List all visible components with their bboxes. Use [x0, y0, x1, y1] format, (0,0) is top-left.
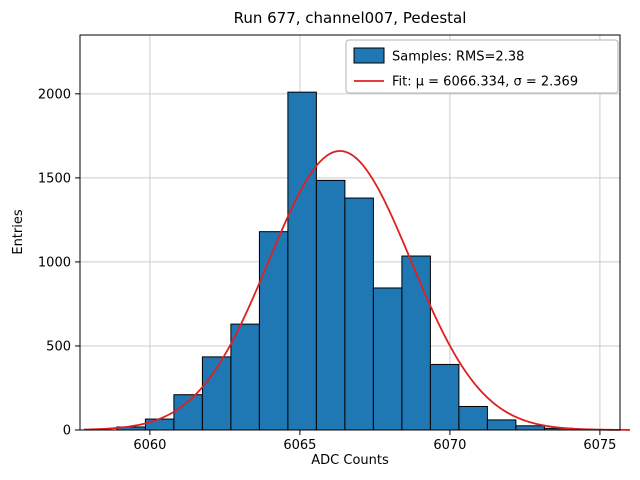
histogram-bar: [230, 323, 260, 431]
gaussian-fit-curve: [83, 150, 630, 431]
legend-samples-swatch: [353, 47, 385, 64]
x-axis-ticks: 6060 6065 6070 6075: [133, 430, 616, 453]
histogram-bar: [173, 394, 203, 431]
x-axis-label: ADC Counts: [311, 453, 389, 468]
histogram-bar: [287, 91, 317, 431]
x-tick-label: 6070: [433, 438, 466, 453]
y-axis-label: Entries: [11, 209, 26, 255]
y-tick-label: 0: [63, 424, 71, 439]
histogram-bar: [258, 231, 289, 431]
x-tick-label: 6075: [583, 438, 616, 453]
y-tick-label: 2000: [38, 87, 71, 102]
axes-frame: [79, 34, 621, 431]
chart-title: Run 677, channel007, Pedestal: [234, 9, 467, 27]
y-tick-label: 1000: [38, 255, 71, 270]
legend-fit-label: Fit: μ = 6066.334, σ = 2.369: [392, 75, 578, 90]
histogram-bar: [372, 287, 403, 431]
legend-box: [345, 39, 619, 94]
histogram-bar: [401, 255, 431, 431]
histogram-bar: [486, 419, 517, 431]
histogram-bars: [116, 91, 574, 431]
histogram-bar: [458, 405, 488, 431]
y-tick-label: 1500: [38, 171, 71, 186]
x-tick-label: 6060: [133, 438, 166, 453]
histogram-bar: [515, 425, 545, 431]
histogram-bar: [344, 197, 374, 431]
y-axis-ticks: 0 500 1000 1500 2000: [38, 87, 80, 439]
histogram-bar: [144, 418, 175, 431]
histogram-bar: [429, 363, 460, 431]
legend: Samples: RMS=2.38 Fit: μ = 6066.334, σ =…: [345, 39, 619, 94]
y-tick-label: 500: [46, 339, 71, 354]
x-tick-label: 6065: [283, 438, 316, 453]
legend-samples-label: Samples: RMS=2.38: [392, 50, 524, 65]
histogram-bar: [315, 179, 346, 431]
